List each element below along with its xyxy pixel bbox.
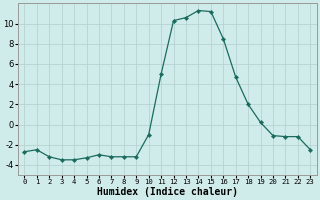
X-axis label: Humidex (Indice chaleur): Humidex (Indice chaleur) (97, 186, 238, 197)
